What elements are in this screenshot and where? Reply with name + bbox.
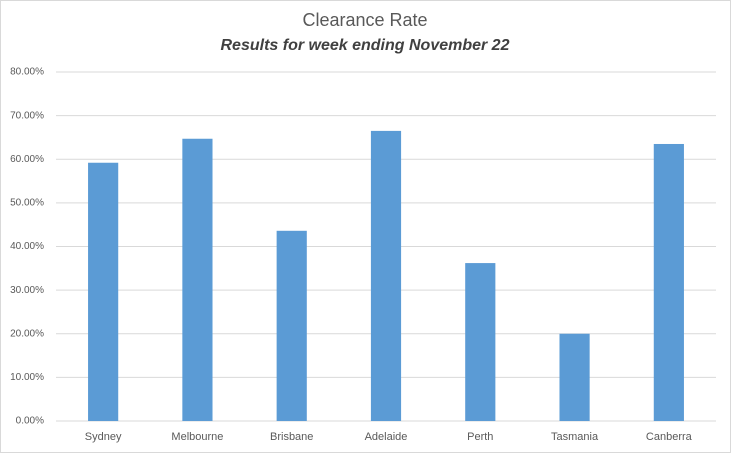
y-tick-label: 80.00% <box>10 67 44 78</box>
y-tick-label: 40.00% <box>10 241 44 252</box>
bar <box>559 333 590 421</box>
x-tick-label: Sydney <box>85 431 122 443</box>
y-tick-label: 50.00% <box>10 198 44 209</box>
bar <box>653 143 684 421</box>
y-tick-label: 70.00% <box>10 110 44 121</box>
y-tick-label: 30.00% <box>10 285 44 296</box>
x-tick-label: Perth <box>467 431 493 443</box>
y-tick-label: 60.00% <box>10 154 44 165</box>
x-tick-label: Adelaide <box>365 431 408 443</box>
bar <box>370 130 402 422</box>
x-tick-label: Canberra <box>646 431 693 443</box>
x-tick-label: Brisbane <box>270 431 313 443</box>
y-tick-label: 10.00% <box>10 372 44 383</box>
bar <box>88 162 119 422</box>
bar <box>182 138 213 421</box>
bar <box>276 230 307 421</box>
bar <box>465 263 496 421</box>
y-tick-label: 0.00% <box>16 416 44 427</box>
chart-title: Clearance Rate <box>302 10 427 30</box>
x-tick-label: Tasmania <box>551 431 599 443</box>
y-tick-label: 20.00% <box>10 328 44 339</box>
chart-subtitle: Results for week ending November 22 <box>221 37 510 54</box>
x-tick-label: Melbourne <box>171 431 223 443</box>
